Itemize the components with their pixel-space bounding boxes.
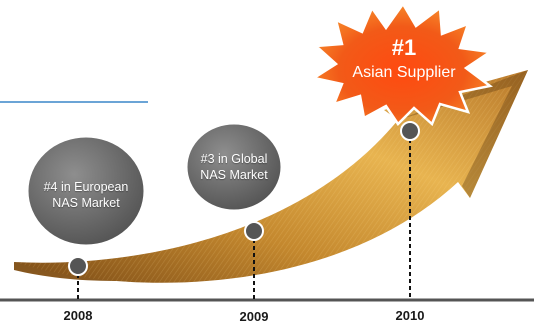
milestone-2008-bubble [25, 134, 147, 248]
year-2009: 2009 [239, 309, 269, 324]
milestone-2009-bubble [184, 121, 284, 213]
badge-rank: #1 [391, 35, 417, 60]
milestone-2009-label-line1: #3 in Global [200, 152, 268, 166]
milestone-2009-label: #3 in Global NAS Market [188, 152, 280, 183]
badge-starburst [310, 1, 494, 127]
milestone-2010-dot [400, 121, 420, 141]
year-2010: 2010 [395, 308, 425, 323]
milestone-2008-label-line1: #4 in European [43, 180, 129, 194]
milestone-2008-label: #4 in European NAS Market [30, 180, 142, 211]
milestone-2009-dot [244, 221, 264, 241]
badge-text: Asian Supplier [352, 64, 456, 81]
growth-arrow-head-bevel [398, 70, 528, 198]
milestone-2009-label-line2: NAS Market [200, 167, 268, 182]
milestone-2008-dot [68, 256, 88, 276]
milestone-2008-label-line2: NAS Market [52, 195, 120, 210]
year-2008: 2008 [63, 308, 93, 323]
